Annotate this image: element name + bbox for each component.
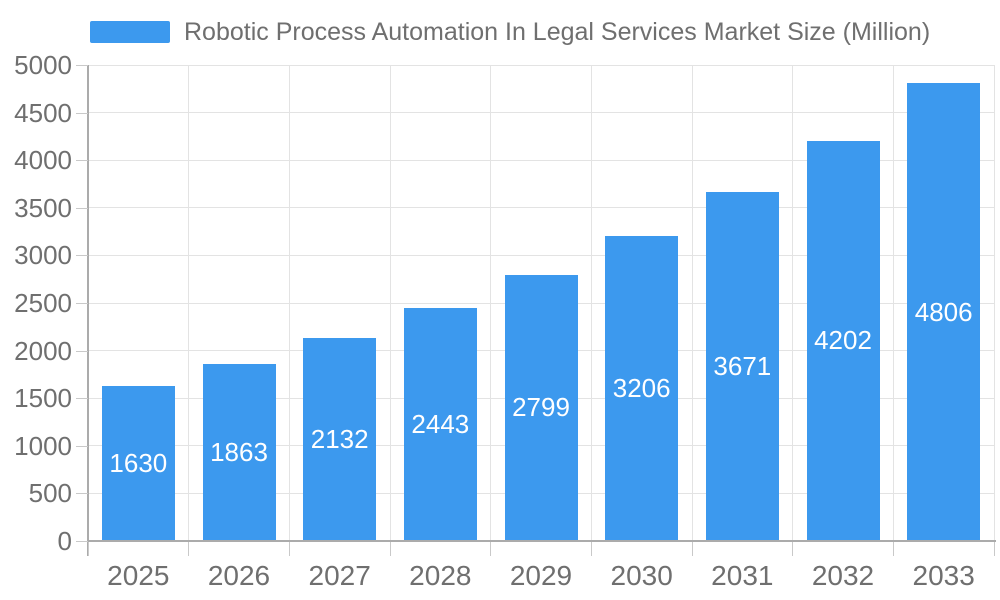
- x-gridline: [993, 65, 995, 541]
- bar-value-label: 1863: [210, 436, 268, 467]
- y-axis-label: 0: [57, 526, 72, 556]
- x-axis-label: 2027: [308, 560, 371, 591]
- x-gridline: [490, 65, 492, 541]
- x-axis-label: 2025: [107, 560, 170, 591]
- x-tick: [389, 542, 391, 556]
- x-tick: [188, 542, 190, 556]
- y-tick: [76, 207, 88, 209]
- x-axis-label: 2026: [207, 560, 271, 591]
- x-axis-label: 2030: [610, 560, 673, 591]
- bar-2030: 3206: [605, 235, 679, 541]
- x-tick: [590, 542, 592, 556]
- x-axis-label: 2032: [811, 560, 875, 591]
- y-gridline: [88, 64, 994, 66]
- bar-value-label: 4806: [914, 296, 973, 327]
- x-axis-label: 2029: [509, 560, 573, 591]
- x-gridline: [188, 65, 190, 541]
- x-gridline: [288, 65, 290, 541]
- x-gridline: [691, 65, 693, 541]
- y-tick: [76, 112, 88, 114]
- x-tick: [288, 542, 290, 556]
- x-tick: [993, 542, 995, 556]
- bar-value-label: 2799: [512, 392, 570, 423]
- y-axis-label: 3500: [14, 192, 72, 223]
- y-tick: [76, 160, 88, 162]
- bar-value-label: 3671: [713, 350, 772, 381]
- plot-area: 1630 1863 2132 2443 2799 3206 3671 4202 4806: [88, 64, 995, 541]
- bar-value-label: 3206: [612, 372, 671, 403]
- bar-value-label: 4202: [814, 325, 872, 356]
- bar-2032: 4202: [806, 140, 880, 541]
- y-tick: [76, 493, 88, 495]
- x-gridline: [892, 65, 894, 541]
- y-axis-label: 1000: [14, 430, 72, 461]
- y-gridline: [88, 254, 994, 256]
- x-gridline: [590, 65, 592, 541]
- y-axis-label: 500: [28, 478, 72, 509]
- y-axis-label: 2500: [14, 288, 72, 318]
- legend: Robotic Process Automation In Legal Serv…: [90, 17, 931, 46]
- x-tick: [87, 542, 89, 556]
- y-gridline: [88, 159, 994, 161]
- bar-2028: 2443: [403, 308, 477, 541]
- x-axis-label: 2031: [711, 560, 774, 591]
- y-axis-label: 5000: [14, 50, 72, 80]
- x-axis-line: [88, 540, 996, 542]
- legend-label: Robotic Process Automation In Legal Serv…: [184, 17, 931, 46]
- bar-2025: 1630: [101, 385, 175, 541]
- x-axis-label: 2028: [409, 560, 472, 591]
- y-tick: [76, 255, 88, 257]
- y-axis-label: 4500: [14, 97, 72, 128]
- y-tick: [76, 541, 88, 542]
- y-tick: [76, 445, 88, 447]
- y-tick: [76, 350, 88, 352]
- bar-2031: 3671: [705, 191, 779, 541]
- bar-value-label: 1630: [109, 447, 168, 478]
- y-tick: [76, 303, 88, 304]
- x-axis-label: 2033: [912, 560, 975, 591]
- y-axis-label: 2000: [14, 335, 72, 366]
- legend-swatch: [90, 21, 170, 43]
- x-tick: [490, 542, 492, 556]
- x-tick: [691, 542, 693, 556]
- bar-value-label: 2132: [310, 424, 369, 455]
- x-tick: [892, 542, 894, 556]
- x-gridline: [389, 65, 391, 541]
- y-gridline: [88, 112, 994, 114]
- y-tick: [76, 65, 88, 66]
- y-axis-label: 4000: [14, 145, 72, 176]
- y-tick: [76, 398, 88, 400]
- bar-value-label: 2443: [411, 409, 470, 440]
- y-gridline: [88, 207, 994, 209]
- y-axis-label: 3000: [14, 240, 72, 271]
- bar-2029: 2799: [504, 274, 578, 541]
- x-gridline: [792, 65, 794, 541]
- y-axis-label: 1500: [14, 383, 72, 414]
- bar-2026: 1863: [202, 363, 276, 541]
- y-axis-line: [87, 65, 89, 556]
- bar-2027: 2132: [303, 338, 377, 541]
- bar-2033: 4806: [907, 83, 981, 541]
- x-tick: [792, 542, 794, 556]
